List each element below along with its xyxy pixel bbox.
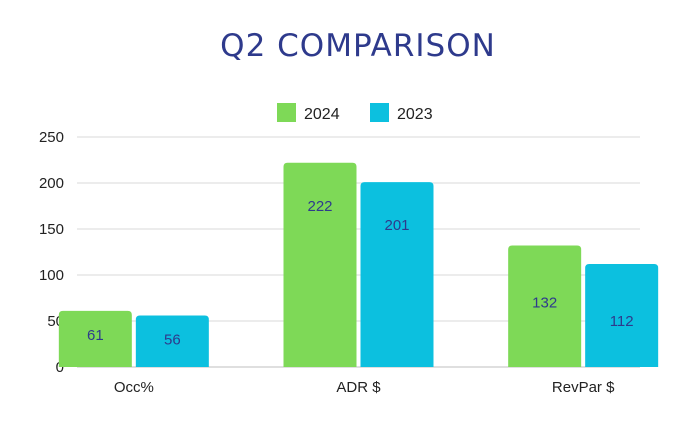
y-tick-label: 150 [39,221,64,238]
data-label: 201 [384,217,409,234]
legend-label: 2024 [304,106,340,123]
x-axis: Occ% ADR $ RevPar $ [114,379,615,396]
bar-2023-revpar [585,263,659,367]
data-labels: 61 56 222 201 132 112 [87,198,634,349]
bar-2023-occ [135,315,209,367]
legend: 2024 2023 [277,103,433,123]
data-label: 132 [532,295,557,312]
data-label: 56 [164,331,181,348]
y-tick-label: 200 [39,175,64,192]
x-category-label: RevPar $ [552,379,615,396]
x-category-label: ADR $ [336,379,381,396]
y-tick-label: 250 [39,129,64,146]
x-category-label: Occ% [114,379,154,396]
bar-2024-adr [283,162,357,367]
data-label: 112 [610,313,634,330]
legend-label: 2023 [397,106,433,123]
y-tick-label: 0 [56,359,64,376]
bar-2024-occ [58,310,132,367]
bars [58,162,659,367]
data-label: 61 [87,327,104,344]
y-tick-label: 100 [39,267,64,284]
bar-2023-adr [360,182,434,367]
legend-swatch-2024 [277,103,296,122]
data-label: 222 [307,198,332,215]
legend-swatch-2023 [370,103,389,122]
chart-title: Q2 COMPARISON [220,28,496,64]
bar-2024-revpar [508,245,582,367]
